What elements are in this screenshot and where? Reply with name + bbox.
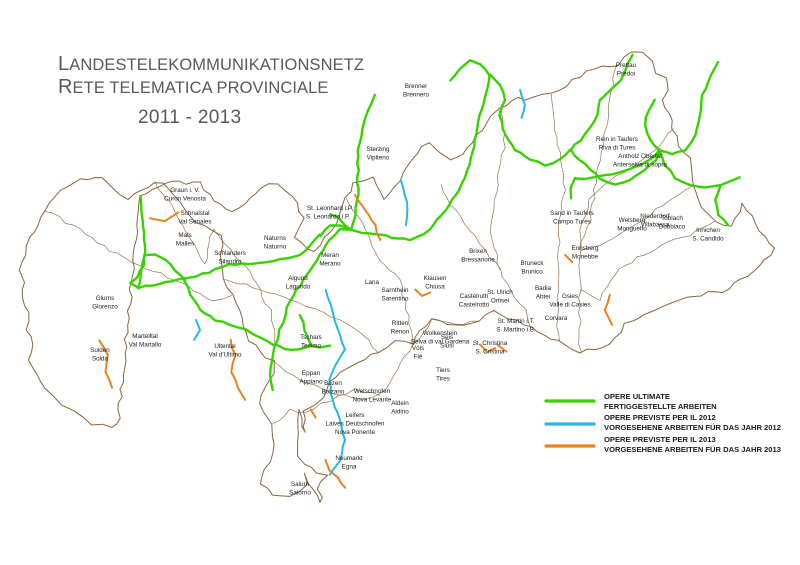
svg-text:Meran: Meran [321,252,339,259]
svg-text:Val d'Ultimo: Val d'Ultimo [209,352,242,359]
svg-text:St. Ulrich: St. Ulrich [487,289,513,296]
svg-text:OPERE ULTIMATE: OPERE ULTIMATE [604,392,670,401]
svg-text:St. Christina: St. Christina [473,340,508,347]
svg-text:Schnalstal: Schnalstal [180,210,209,217]
svg-text:Graun i. V.: Graun i. V. [170,187,200,194]
svg-text:Seis: Seis [441,334,453,341]
svg-text:Glorenzo: Glorenzo [92,304,118,311]
svg-text:Mals: Mals [178,232,191,239]
svg-text:Rein in Taufers: Rein in Taufers [596,136,638,143]
svg-text:Sand in Taufers: Sand in Taufers [550,210,594,217]
svg-text:Sulden: Sulden [90,347,110,354]
svg-text:Bressanone: Bressanone [461,257,495,264]
svg-text:Innichen: Innichen [696,227,720,234]
svg-text:Laives Deutschnofen: Laives Deutschnofen [326,421,385,428]
svg-text:Silandro: Silandro [218,259,242,266]
svg-text:Aldein: Aldein [391,400,409,407]
svg-text:Abtei: Abtei [536,294,550,301]
svg-text:Leifers: Leifers [346,412,365,419]
svg-text:Brennero: Brennero [403,92,429,99]
svg-text:Neumarkt: Neumarkt [335,455,363,462]
svg-text:Lagundo: Lagundo [286,284,311,291]
svg-text:Welschnofen: Welschnofen [354,388,391,395]
svg-text:Brenner: Brenner [405,83,427,90]
svg-text:S. Candido: S. Candido [692,236,724,243]
svg-text:Fiè: Fiè [414,354,423,361]
svg-text:Algund: Algund [288,275,308,282]
svg-text:Predoi: Predoi [617,71,635,78]
svg-text:Siusi: Siusi [440,343,454,350]
svg-text:Val Martallo: Val Martallo [129,342,162,349]
svg-text:Lana: Lana [365,279,380,286]
svg-text:Eppan: Eppan [302,370,321,377]
svg-text:Bolzano: Bolzano [322,389,345,396]
svg-text:Bozen: Bozen [324,380,342,387]
svg-text:Chiusa: Chiusa [425,284,445,291]
svg-text:FERTIGGESTELLTE ARBEITEN: FERTIGGESTELLTE ARBEITEN [604,402,717,411]
svg-text:Brunico: Brunico [521,269,543,276]
svg-text:Antholz Obertal: Antholz Obertal [618,153,661,160]
svg-text:S. Martino i.B.: S. Martino i.B. [496,327,536,334]
svg-text:Merano: Merano [319,261,341,268]
svg-text:S. Cristina: S. Cristina [475,349,505,356]
svg-text:Sarentino: Sarentino [382,296,409,303]
svg-text:Tires: Tires [436,376,450,383]
svg-text:Sarnthein: Sarnthein [382,287,409,294]
svg-text:VORGESEHENE ARBEITEN FÜR DAS J: VORGESEHENE ARBEITEN FÜR DAS JAHR 2013 [604,445,781,454]
svg-text:Corvara: Corvara [545,315,568,322]
svg-text:Badia: Badia [535,285,552,292]
svg-text:Vipiteno: Vipiteno [367,155,390,162]
svg-text:S. Leonardo i.P.: S. Leonardo i.P. [306,214,351,221]
svg-text:Brixen: Brixen [469,248,487,255]
svg-text:Salurn: Salurn [291,481,310,488]
svg-text:Campo Tures: Campo Tures [553,219,591,226]
svg-text:Klausen: Klausen [424,275,447,282]
svg-text:Ultental: Ultental [214,343,235,350]
svg-text:Prettau: Prettau [616,62,637,69]
svg-text:OPERE PREVISTE PER IL 2012: OPERE PREVISTE PER IL 2012 [604,413,716,422]
svg-text:Nova Levante: Nova Levante [353,397,392,404]
svg-text:Naturno: Naturno [264,244,287,251]
svg-text:Ennsberg: Ennsberg [572,245,599,252]
svg-text:St. Martin i.T.: St. Martin i.T. [498,318,535,325]
svg-text:VORGESEHENE ARBEITEN FÜR DAS J: VORGESEHENE ARBEITEN FÜR DAS JAHR 2012 [604,423,781,432]
svg-text:Martelltal: Martelltal [132,333,158,340]
svg-text:Riva di Tures: Riva di Tures [599,145,636,152]
svg-text:Malles: Malles [176,241,194,248]
svg-text:Gsies: Gsies [562,293,578,300]
svg-text:OPERE PREVISTE PER IL 2013: OPERE PREVISTE PER IL 2013 [604,435,716,444]
svg-text:RETE TELEMATICA PROVINCIALE: RETE TELEMATICA PROVINCIALE [58,76,329,98]
svg-text:2011 - 2013: 2011 - 2013 [138,107,241,128]
svg-text:Völs: Völs [412,345,424,352]
svg-text:Naturns: Naturns [264,235,286,242]
svg-text:Anterselva di sopra: Anterselva di sopra [613,162,667,169]
svg-text:Castelruth: Castelruth [460,293,489,300]
svg-text:Nova Ponente: Nova Ponente [335,429,375,436]
svg-text:Renon: Renon [391,329,410,336]
svg-text:Egna: Egna [342,464,357,471]
svg-text:Villabassa: Villabassa [641,222,670,229]
svg-text:Val Senales: Val Senales [178,219,211,226]
svg-text:Solda: Solda [92,356,109,363]
svg-text:Appiano: Appiano [299,379,323,386]
svg-text:Sterzing: Sterzing [366,146,390,153]
svg-text:LANDESTELEKOMMUNIKATIONSNETZ: LANDESTELEKOMMUNIKATIONSNETZ [58,53,364,75]
svg-text:Tiers: Tiers [436,367,450,374]
svg-text:Castelrotto: Castelrotto [459,302,490,309]
svg-text:Tschars: Tschars [300,334,322,341]
svg-text:Tesimo: Tesimo [301,343,321,350]
svg-text:Ritten: Ritten [392,320,409,327]
svg-text:Glurns: Glurns [96,295,115,302]
svg-text:Schlanders: Schlanders [214,250,246,257]
svg-text:Monebbe: Monebbe [572,254,599,261]
svg-text:Curon Venosta: Curon Venosta [164,196,206,203]
svg-text:Bruneck: Bruneck [520,260,544,267]
svg-text:St. Leonhard i.P.: St. Leonhard i.P. [307,205,353,212]
svg-text:Valle di Casies: Valle di Casies [549,302,590,309]
svg-text:Niederdorf: Niederdorf [640,213,670,220]
svg-text:Ortisei: Ortisei [491,298,509,305]
svg-text:Aldino: Aldino [391,409,409,416]
svg-text:Salorno: Salorno [289,490,311,497]
